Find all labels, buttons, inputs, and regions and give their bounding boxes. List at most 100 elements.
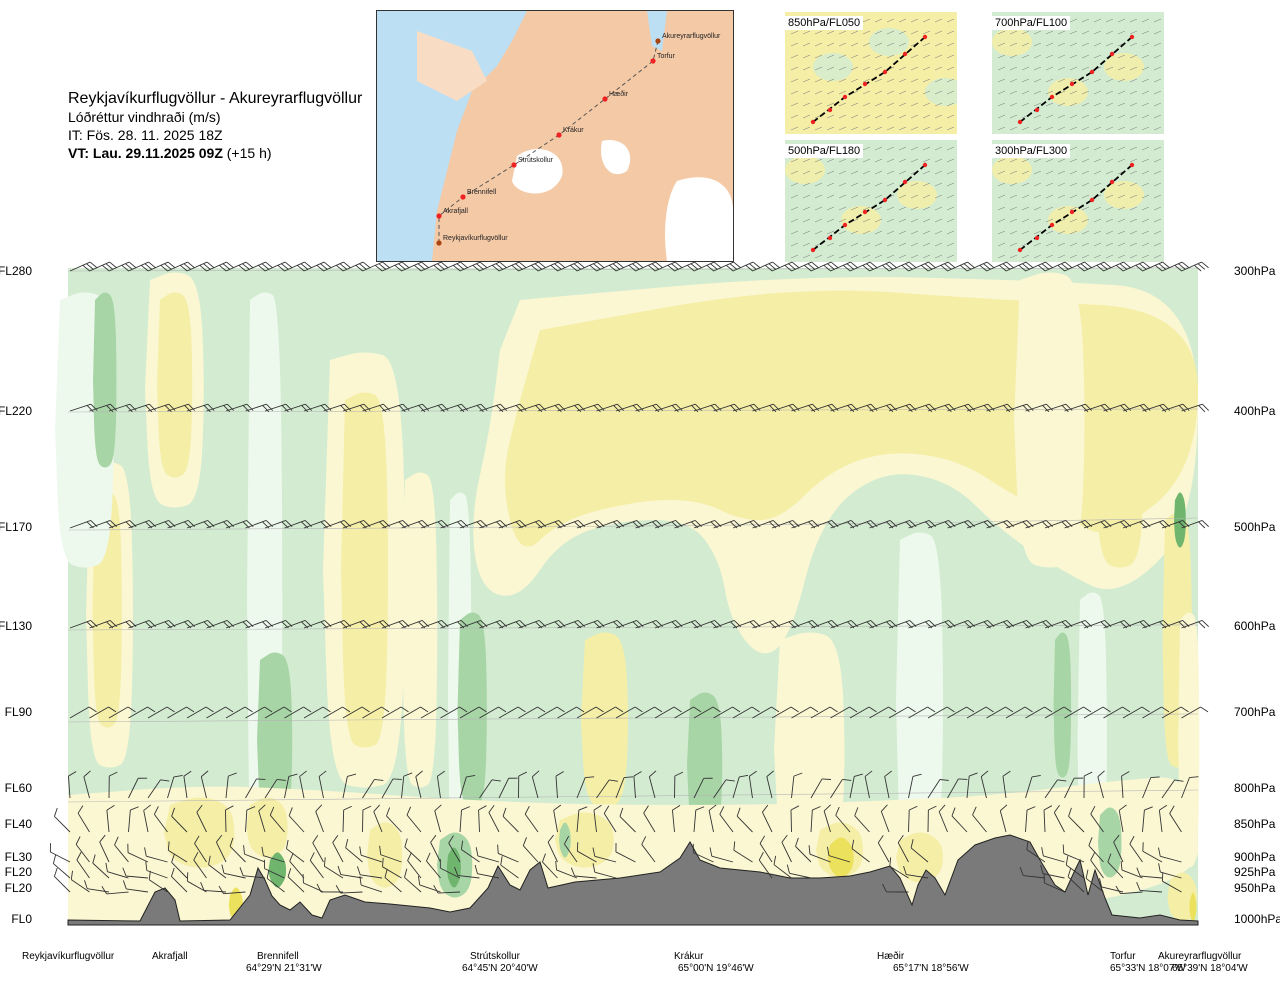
- mini-map-barb: [886, 102, 895, 107]
- mini-map-barb: [1129, 194, 1138, 199]
- wind-barb: [888, 261, 917, 272]
- mini-map-barb: [1069, 254, 1078, 259]
- mini-map-barb: [934, 126, 943, 131]
- mini-map-barb: [862, 42, 871, 47]
- wind-barb: [83, 770, 91, 799]
- wind-barb: [547, 834, 558, 863]
- mini-map-barb: [1081, 126, 1090, 131]
- map-sea-west: [377, 11, 527, 261]
- wind-barb: [1025, 806, 1036, 833]
- mini-map-barb: [886, 126, 895, 131]
- mini-map-barb: [1069, 102, 1078, 107]
- wind-barb: [381, 261, 410, 272]
- mini-map-barb: [886, 54, 895, 59]
- mini-map-barb: [886, 254, 895, 259]
- mini-map-field: [1132, 78, 1164, 106]
- wind-barb: [708, 804, 717, 833]
- station-name: Reykjavíkurflugvöllur: [22, 951, 115, 962]
- wind-barb: [401, 261, 429, 272]
- wind-barb: [1062, 844, 1085, 863]
- wind-barb: [791, 403, 820, 413]
- mini-map-barb: [826, 182, 835, 187]
- wind-barb: [381, 706, 409, 719]
- mini-map-barb: [886, 30, 895, 35]
- mini-map-barb: [1033, 90, 1042, 95]
- neutral-band: [896, 532, 943, 868]
- wind-barb: [732, 403, 761, 413]
- wind-barb: [101, 886, 129, 895]
- mini-map-barb: [910, 54, 919, 59]
- mini-map-barb: [997, 54, 1006, 59]
- mini-map-barb: [946, 90, 955, 95]
- mini-map-barb: [886, 146, 895, 151]
- mini-map-barb: [910, 206, 919, 211]
- mini-map-barb: [1033, 242, 1042, 247]
- wind-barb: [373, 804, 383, 833]
- mini-map-barb: [1069, 18, 1078, 23]
- mini-map-barb: [1153, 242, 1162, 247]
- wind-barb: [474, 864, 500, 879]
- mini-map-barb: [802, 78, 811, 83]
- mini-map-barb: [1141, 230, 1150, 235]
- mini-map-barb: [1153, 218, 1162, 223]
- mini-map-barb: [946, 194, 955, 199]
- wind-barb: [810, 706, 838, 719]
- mini-map-barb: [1153, 182, 1162, 187]
- mini-map-barb: [898, 30, 907, 35]
- mini-map-barb: [1081, 30, 1090, 35]
- mini-map-field: [785, 156, 825, 184]
- mini-map-barb: [790, 102, 799, 107]
- mini-map-barb: [826, 30, 835, 35]
- mini-map-barb: [1129, 242, 1138, 247]
- wind-barb: [592, 863, 617, 879]
- wind-barb: [426, 852, 441, 879]
- mini-map-barb: [1081, 218, 1090, 223]
- wind-barb: [603, 805, 617, 833]
- mini-map-barb: [1033, 54, 1042, 59]
- mini-map-barb: [910, 146, 919, 151]
- wind-barb: [479, 706, 507, 719]
- wind-barb: [732, 706, 760, 719]
- mini-map-barb: [1033, 30, 1042, 35]
- mini-map-barb: [1117, 126, 1126, 131]
- wind-barb: [826, 846, 851, 863]
- wind-barb: [323, 261, 351, 272]
- mini-map-850: 850hPa/FL050: [785, 12, 957, 134]
- mini-map-barb: [1033, 114, 1042, 119]
- mini-map-barb: [1129, 42, 1138, 47]
- mini-map-barb: [850, 254, 859, 259]
- wind-barb: [1041, 847, 1065, 863]
- wind-barb: [849, 403, 878, 413]
- mini-map-500-label: 500hPa/FL180: [785, 144, 864, 158]
- mini-map-barb: [898, 170, 907, 175]
- mini-map-barb: [1021, 30, 1030, 35]
- mini-map-barb: [1033, 78, 1042, 83]
- mini-map-barb: [814, 158, 823, 163]
- wind-barb: [105, 862, 129, 879]
- mini-map-barb: [922, 66, 931, 71]
- mini-map-barb: [1141, 194, 1150, 199]
- wind-barb: [128, 261, 156, 272]
- wind-barb: [758, 851, 773, 879]
- mini-map-barb: [1153, 194, 1162, 199]
- mini-map-barb: [946, 254, 955, 259]
- wind-barb: [537, 261, 566, 272]
- mini-map-barb: [946, 18, 955, 23]
- mini-map-barb: [934, 254, 943, 259]
- mini-map-barb: [1021, 254, 1030, 259]
- mini-map-waypoint: [1109, 179, 1115, 185]
- mini-map-barb: [1093, 78, 1102, 83]
- mini-map-waypoint: [1089, 197, 1095, 203]
- mini-map-barb: [934, 242, 943, 247]
- wind-barb: [309, 852, 324, 879]
- waypoint-label: Strútskollur: [518, 157, 554, 164]
- mini-map-barb: [1009, 42, 1018, 47]
- wind-barb: [576, 706, 604, 719]
- mini-map-waypoint: [1017, 247, 1023, 253]
- mini-map-barb: [1141, 146, 1150, 151]
- mini-map-barb: [1033, 182, 1042, 187]
- mini-map-barb: [1045, 126, 1054, 131]
- mini-map-barb: [886, 242, 895, 247]
- wind-barb: [713, 403, 742, 413]
- mini-map-barb: [898, 102, 907, 107]
